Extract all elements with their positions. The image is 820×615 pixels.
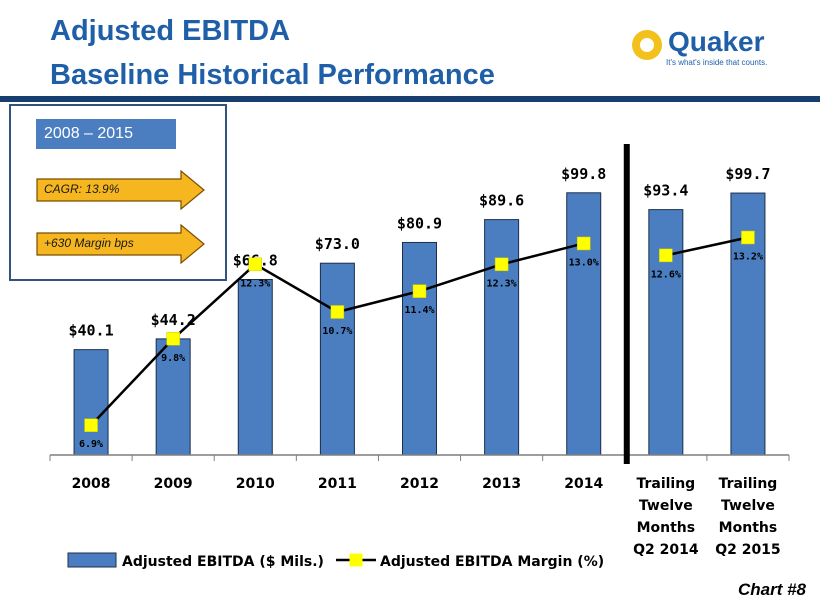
- legend-bar-label: Adjusted EBITDA ($ Mils.): [122, 554, 324, 570]
- x-axis-tick-label: 2011: [318, 476, 357, 492]
- arrow-right-icon: [36, 224, 205, 264]
- margin-marker: [412, 284, 427, 298]
- bar-value-label: $99.8: [561, 165, 606, 183]
- bar-value-label: $73.0: [315, 235, 360, 253]
- legend-line-label: Adjusted EBITDA Margin (%): [380, 554, 604, 570]
- bar: [648, 209, 684, 456]
- bar-value-label: $99.7: [725, 165, 770, 183]
- x-axis-tick-label: Trailing: [636, 476, 695, 492]
- cagr-label: CAGR: 13.9%: [44, 182, 120, 196]
- x-axis-tick-label: 2012: [400, 476, 439, 492]
- period-separator: [623, 144, 630, 464]
- legend-bar-swatch: [67, 552, 117, 568]
- margin-marker: [330, 305, 345, 319]
- x-axis-tick-label: 2009: [154, 476, 193, 492]
- margin-value-label: 13.2%: [733, 252, 763, 263]
- x-axis-tick-label: Twelve: [639, 498, 693, 514]
- bar-value-label: $89.6: [479, 192, 524, 210]
- margin-value-label: 12.3%: [240, 278, 270, 289]
- x-axis-tick-label: Twelve: [721, 498, 775, 514]
- margin-line: [665, 236, 749, 257]
- margin-value-label: 11.4%: [404, 305, 434, 316]
- margin-marker: [248, 257, 263, 272]
- bar: [73, 349, 109, 456]
- period-badge: 2008 – 2015: [36, 119, 176, 149]
- x-axis-tick-label: Months: [637, 520, 696, 536]
- x-axis-tick-label: Trailing: [719, 476, 778, 492]
- page-subtitle: Baseline Historical Performance: [50, 59, 495, 91]
- margin-value-label: 6.9%: [79, 439, 103, 450]
- quaker-q-icon: [632, 30, 662, 60]
- bar-value-label: $40.1: [68, 322, 113, 340]
- bar-value-label: $44.2: [151, 311, 196, 329]
- legend-marker-swatch: [349, 553, 363, 567]
- bar: [319, 262, 355, 456]
- margin-arrow: +630 Margin bps: [36, 224, 206, 264]
- bar: [484, 219, 520, 456]
- bar: [237, 278, 273, 456]
- chart-number: Chart #8: [737, 580, 806, 599]
- bar: [402, 241, 437, 456]
- arrow-right-icon: [36, 170, 205, 210]
- summary-box: 2008 – 2015 CAGR: 13.9% +630 Margin bps: [9, 104, 227, 281]
- x-axis-tick-label: 2014: [564, 476, 603, 492]
- x-axis-tick-label: 2010: [236, 476, 275, 492]
- x-axis-tick-label: 2008: [72, 476, 111, 492]
- x-axis-tick-label: 2013: [482, 476, 521, 492]
- margin-value-label: 12.3%: [487, 278, 517, 289]
- bar: [566, 192, 602, 456]
- margin-value-label: 13.0%: [569, 257, 599, 268]
- margin-marker: [166, 332, 180, 346]
- margin-marker: [741, 230, 755, 245]
- x-axis-tick-label: Months: [719, 520, 778, 536]
- margin-marker: [659, 248, 673, 263]
- bar: [155, 338, 191, 456]
- bar-value-label: $80.9: [397, 214, 442, 232]
- logo-tagline: It's what's inside that counts.: [666, 58, 768, 67]
- margin-marker: [494, 257, 509, 272]
- header-rule: [0, 96, 820, 102]
- cagr-arrow: CAGR: 13.9%: [36, 170, 206, 210]
- margin-value-label: 10.7%: [322, 326, 352, 337]
- bar-value-label: $93.4: [643, 182, 688, 200]
- margin-marker: [84, 418, 98, 432]
- margin-value-label: 12.6%: [651, 269, 681, 280]
- margin-bps-label: +630 Margin bps: [44, 236, 134, 250]
- margin-marker: [576, 236, 591, 251]
- x-axis-tick-label: Q2 2015: [715, 542, 780, 558]
- x-axis-tick-label: Q2 2014: [633, 542, 699, 558]
- logo-wordmark: Quaker: [668, 26, 765, 57]
- margin-value-label: 9.8%: [161, 353, 185, 364]
- page-title: Adjusted EBITDA: [50, 15, 291, 47]
- quaker-logo: Quaker It's what's inside that counts.: [630, 26, 800, 70]
